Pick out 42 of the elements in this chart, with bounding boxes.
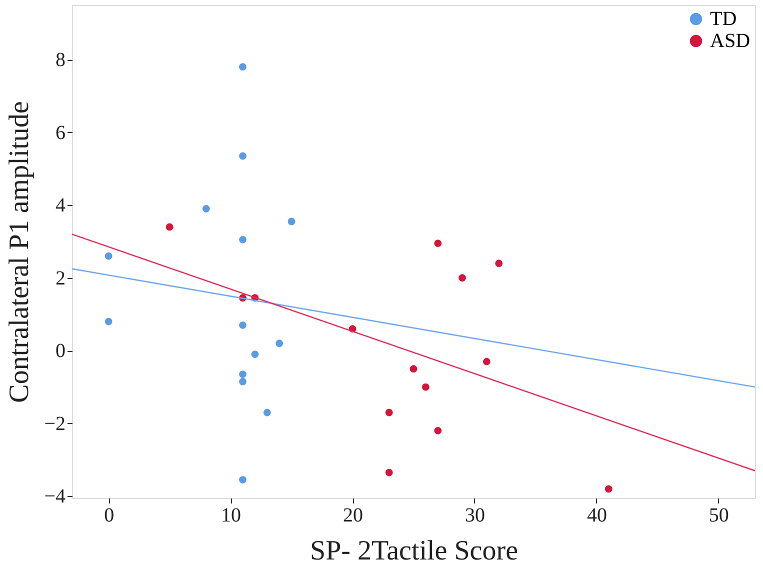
point <box>385 468 393 476</box>
legend-label: ASD <box>710 30 750 52</box>
y-tick-label: 2 <box>56 267 66 290</box>
y-tick-label: −2 <box>44 412 66 435</box>
point <box>239 236 246 244</box>
point <box>239 476 246 484</box>
y-axis-title: Contralateral P1 amplitude <box>4 101 36 403</box>
point <box>239 321 246 329</box>
point <box>251 350 259 358</box>
point <box>202 205 210 212</box>
x-tick-label: 50 <box>708 504 729 526</box>
point <box>239 370 246 378</box>
y-tick-label: 4 <box>56 194 66 217</box>
y-tick-label: 8 <box>56 49 66 72</box>
point <box>239 378 246 386</box>
point <box>482 358 490 366</box>
point <box>104 318 112 326</box>
point <box>385 408 393 416</box>
x-tick-label: 40 <box>586 504 607 526</box>
point <box>276 340 284 348</box>
point <box>434 426 442 434</box>
point <box>263 408 271 416</box>
x-tick-label: 0 <box>104 504 114 526</box>
x-tick-label: 30 <box>464 504 485 526</box>
point <box>604 485 612 493</box>
point <box>422 383 430 391</box>
point <box>104 252 112 260</box>
y-tick-label: −4 <box>44 486 66 508</box>
point <box>458 274 466 282</box>
point <box>239 63 246 71</box>
y-tick-label: 0 <box>56 340 66 362</box>
x-tick-label: 20 <box>343 504 364 526</box>
point <box>410 365 418 373</box>
y-tick-label: 6 <box>56 122 66 144</box>
legend-label: TD <box>710 8 737 30</box>
point <box>495 260 503 268</box>
point <box>239 152 246 160</box>
x-tick-label: 10 <box>221 504 242 526</box>
x-axis-title: SP- 2Tactile Score <box>310 536 518 566</box>
point <box>288 218 296 226</box>
point <box>434 240 442 248</box>
point <box>166 223 174 231</box>
